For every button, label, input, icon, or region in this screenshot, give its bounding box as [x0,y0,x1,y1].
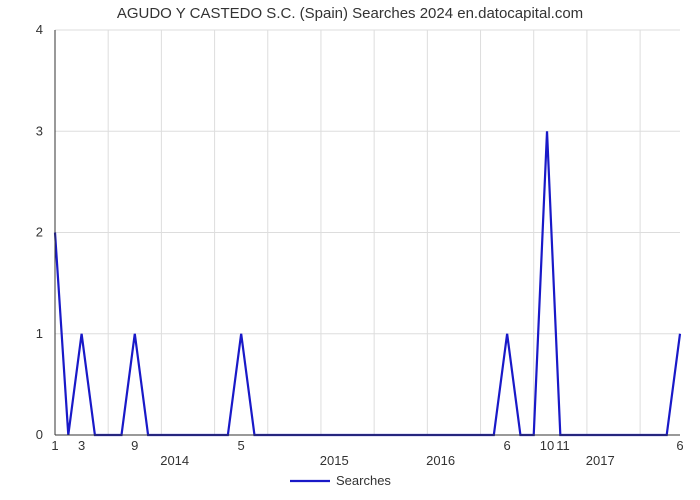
x-irregular-label: 6 [504,438,511,453]
y-tick-label: 4 [36,22,43,37]
legend: Searches [290,473,391,488]
y-tick-label: 0 [36,427,43,442]
legend-label: Searches [336,473,391,488]
x-irregular-label: 6 [676,438,683,453]
x-axis: 2014 2015 2016 2017 [160,453,614,468]
x-irregular-label: 10 [540,438,554,453]
chart-grid [55,30,680,435]
x-irregular-label: 5 [238,438,245,453]
x-irregular-label: 1 [51,438,58,453]
x-year-label: 2017 [586,453,615,468]
x-year-label: 2015 [320,453,349,468]
y-tick-label: 2 [36,225,43,240]
series-line-searches [55,131,680,435]
y-tick-label: 3 [36,123,43,138]
x-irregular-label: 3 [78,438,85,453]
y-axis: 0 1 2 3 4 [36,22,43,442]
chart-container: AGUDO Y CASTEDO S.C. (Spain) Searches 20… [0,0,700,500]
x-year-label: 2014 [160,453,189,468]
x-irregular-label: 11 [556,438,570,453]
line-chart: AGUDO Y CASTEDO S.C. (Spain) Searches 20… [0,0,700,500]
x-year-label: 2016 [426,453,455,468]
y-tick-label: 1 [36,326,43,341]
chart-title: AGUDO Y CASTEDO S.C. (Spain) Searches 20… [117,5,583,22]
x-irregular-label: 9 [131,438,138,453]
x-axis-irregular-labels: 1395610116 [51,438,683,453]
